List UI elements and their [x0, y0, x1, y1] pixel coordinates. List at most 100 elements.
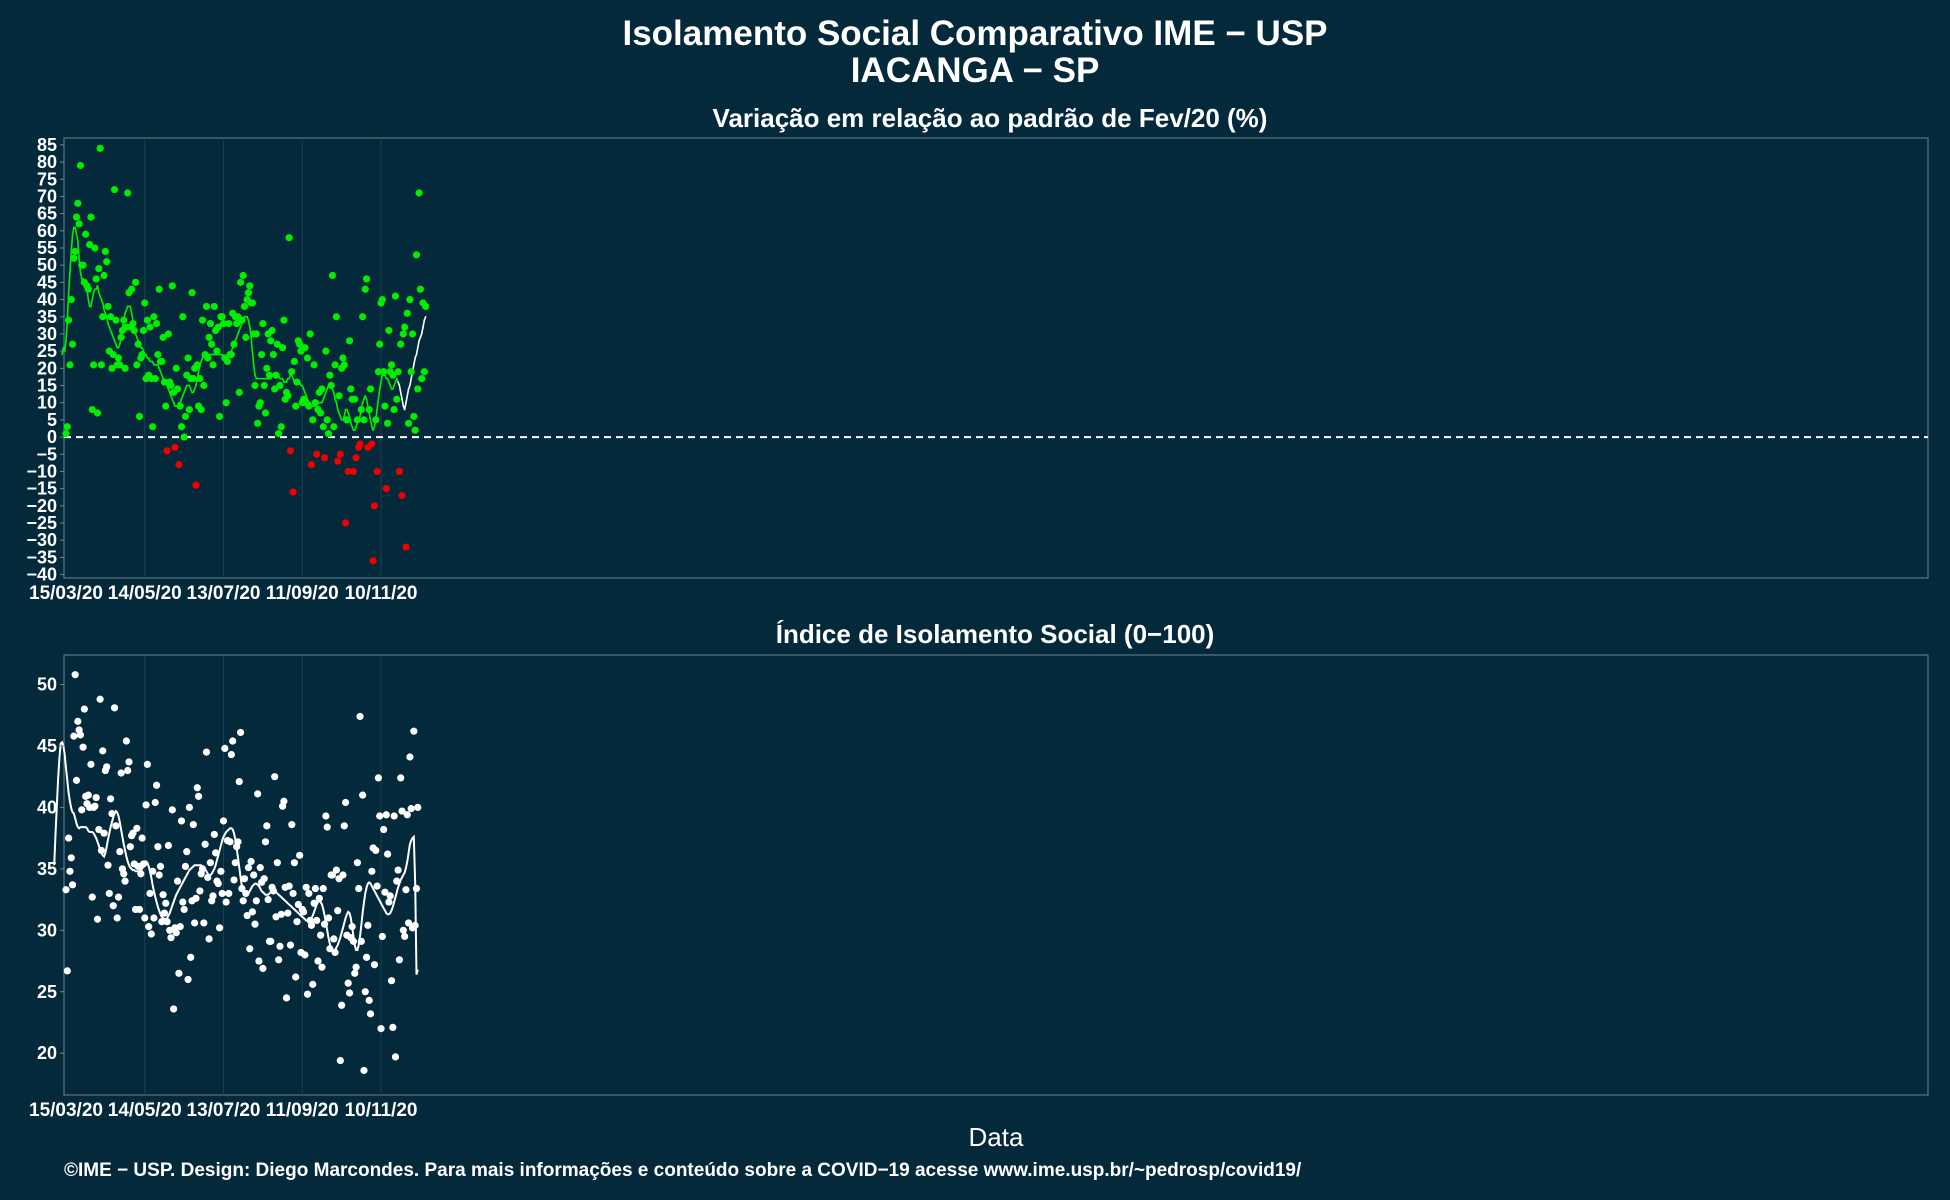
- data-point: [138, 834, 146, 842]
- data-point: [143, 760, 151, 768]
- data-point: [198, 316, 207, 324]
- data-point: [275, 956, 283, 964]
- data-point: [284, 392, 292, 400]
- data-point: [149, 867, 157, 875]
- moving-average-segment: [87, 298, 91, 308]
- data-point: [261, 838, 270, 846]
- data-point: [378, 295, 386, 304]
- data-point: [143, 316, 151, 324]
- data-point: [362, 275, 371, 283]
- data-point: [129, 320, 137, 328]
- moving-average-segment: [65, 319, 69, 342]
- data-point: [215, 924, 224, 932]
- data-point: [336, 450, 344, 458]
- data-point: [87, 213, 95, 221]
- data-point: [191, 919, 199, 927]
- data-point: [116, 361, 124, 369]
- data-point: [213, 347, 221, 355]
- data-point: [305, 889, 313, 898]
- data-point: [259, 964, 267, 973]
- y-tick-label: −25: [26, 513, 57, 533]
- data-point: [246, 945, 254, 953]
- data-point: [212, 849, 220, 857]
- data-point: [229, 737, 237, 745]
- data-point: [271, 773, 279, 781]
- x-tick-label: 14/05/20: [108, 583, 182, 604]
- data-point: [360, 1066, 368, 1075]
- data-point: [301, 951, 309, 959]
- data-point: [192, 481, 200, 489]
- data-point: [120, 870, 128, 878]
- y-tick-label: −10: [26, 461, 57, 481]
- data-point: [84, 791, 92, 799]
- moving-average-segment: [403, 401, 407, 411]
- data-point: [288, 368, 296, 376]
- data-point: [206, 320, 214, 328]
- data-point: [254, 419, 262, 427]
- data-point: [351, 969, 359, 977]
- data-point: [251, 381, 259, 390]
- y-tick-label: 30: [37, 324, 57, 344]
- moving-average-segment: [66, 291, 70, 321]
- data-point: [221, 744, 229, 753]
- y-tick-label: −15: [26, 479, 57, 499]
- data-point: [107, 795, 115, 803]
- data-point: [72, 213, 81, 221]
- data-point: [173, 877, 182, 885]
- data-point: [88, 893, 96, 901]
- y-tick-label: 40: [37, 797, 57, 817]
- data-point: [75, 220, 83, 228]
- data-point: [311, 884, 319, 893]
- data-point: [339, 354, 347, 362]
- data-point: [377, 1025, 385, 1033]
- y-tick-label: −20: [26, 496, 57, 516]
- data-point: [347, 385, 355, 393]
- data-point: [349, 467, 358, 476]
- data-point: [96, 695, 104, 703]
- moving-average-segment: [101, 302, 105, 311]
- y-tick-label: 85: [37, 135, 57, 155]
- moving-average-segment: [251, 350, 255, 366]
- data-point: [353, 416, 361, 424]
- data-point: [252, 330, 260, 338]
- data-point: [137, 870, 145, 878]
- data-point: [152, 320, 161, 328]
- data-point: [99, 313, 107, 321]
- data-point: [145, 923, 153, 931]
- data-point: [317, 931, 325, 939]
- data-point: [192, 894, 200, 902]
- data-point: [99, 747, 107, 755]
- data-point: [196, 375, 204, 383]
- data-point: [250, 871, 258, 879]
- data-point: [285, 882, 293, 890]
- y-tick-label: −30: [26, 530, 57, 550]
- data-point: [260, 875, 268, 883]
- panel-indice: Índice de Isolamento Social (0−100) 50 45…: [29, 619, 1929, 1152]
- data-point: [67, 854, 75, 862]
- data-point: [238, 316, 246, 324]
- data-point: [271, 385, 279, 393]
- data-point: [176, 923, 184, 931]
- data-point: [254, 790, 262, 798]
- data-point: [360, 416, 368, 424]
- panel-variacao: Variação em relação ao padrão de Fev/20 …: [26, 103, 1929, 604]
- data-point: [92, 793, 100, 802]
- data-point: [313, 450, 321, 458]
- data-point: [365, 996, 373, 1004]
- data-point: [334, 907, 342, 915]
- data-point: [277, 423, 285, 431]
- data-point: [66, 867, 74, 875]
- data-point: [194, 792, 203, 800]
- data-point: [359, 313, 367, 321]
- data-point: [247, 857, 255, 866]
- data-point: [187, 953, 195, 961]
- data-point: [109, 350, 117, 359]
- data-point: [373, 467, 381, 476]
- data-point: [252, 897, 260, 905]
- data-point: [122, 737, 130, 745]
- data-point: [412, 251, 421, 259]
- data-point: [406, 753, 414, 761]
- data-point: [305, 402, 313, 410]
- data-point: [344, 467, 352, 476]
- data-point: [256, 399, 264, 407]
